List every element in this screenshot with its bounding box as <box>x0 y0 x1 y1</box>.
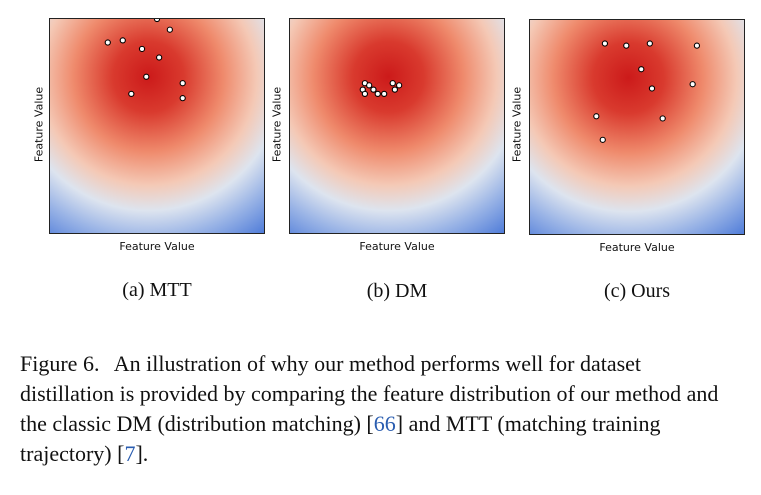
x-axis-label: Feature Value <box>359 240 435 253</box>
scatter-point <box>638 66 645 73</box>
scatter-point <box>143 73 150 80</box>
scatter-point <box>138 45 146 53</box>
subcaption-dm: (b) DM <box>366 280 428 302</box>
heatmap-plot-dm <box>289 18 505 234</box>
caption-text-1: An illustration of why our method perfor… <box>20 351 719 436</box>
caption-text-2: ] and MTT (matching training trajectory)… <box>20 411 661 466</box>
citation-link[interactable]: 66 <box>373 411 396 436</box>
scatter-point <box>646 40 653 47</box>
scatter-point <box>128 90 135 98</box>
scatter-point <box>593 113 600 120</box>
scatter-point <box>623 42 630 49</box>
scatter-point <box>104 39 111 46</box>
scatter-point <box>166 26 173 33</box>
scatter-point <box>366 82 373 89</box>
y-axis-label: Feature Value <box>510 86 524 163</box>
scatter-point <box>179 95 186 102</box>
heatmap-svg-ours <box>530 20 744 234</box>
scatter-point <box>361 90 369 98</box>
heatmap-background <box>530 20 744 234</box>
scatter-point <box>389 80 396 87</box>
x-axis-label: Feature Value <box>599 241 675 254</box>
citation-link[interactable]: 7 <box>124 441 136 466</box>
heatmap-svg-dm <box>290 19 504 233</box>
scatter-point <box>391 86 398 93</box>
y-axis-label: Feature Value <box>32 86 46 163</box>
figure-label: Figure 6. <box>20 351 100 376</box>
scatter-point <box>153 19 161 23</box>
heatmap-background <box>50 19 264 233</box>
subcaption-ours: (c) Ours <box>603 280 671 302</box>
scatter-point <box>156 54 163 61</box>
scatter-point <box>689 81 696 88</box>
y-axis-label: Feature Value <box>270 86 284 163</box>
scatter-point <box>693 42 701 49</box>
heatmap-svg-mtt <box>50 19 264 233</box>
heatmap-plot-ours <box>529 19 745 235</box>
scatter-point <box>381 90 388 98</box>
heatmap-background <box>290 19 504 233</box>
heatmap-plot-mtt <box>49 18 265 234</box>
figure-caption: Figure 6. An illustration of why our met… <box>20 349 730 469</box>
scatter-point <box>370 86 377 93</box>
caption-text-3: ]. <box>135 441 149 466</box>
scatter-point <box>601 40 609 47</box>
subcaption-mtt: (a) MTT <box>122 279 192 301</box>
scatter-point <box>374 90 381 98</box>
scatter-point <box>119 37 126 44</box>
x-axis-label: Feature Value <box>119 240 195 253</box>
scatter-point <box>396 82 403 89</box>
scatter-point <box>648 85 656 92</box>
scatter-point <box>599 136 606 143</box>
scatter-point <box>179 80 186 87</box>
scatter-point <box>659 115 666 122</box>
